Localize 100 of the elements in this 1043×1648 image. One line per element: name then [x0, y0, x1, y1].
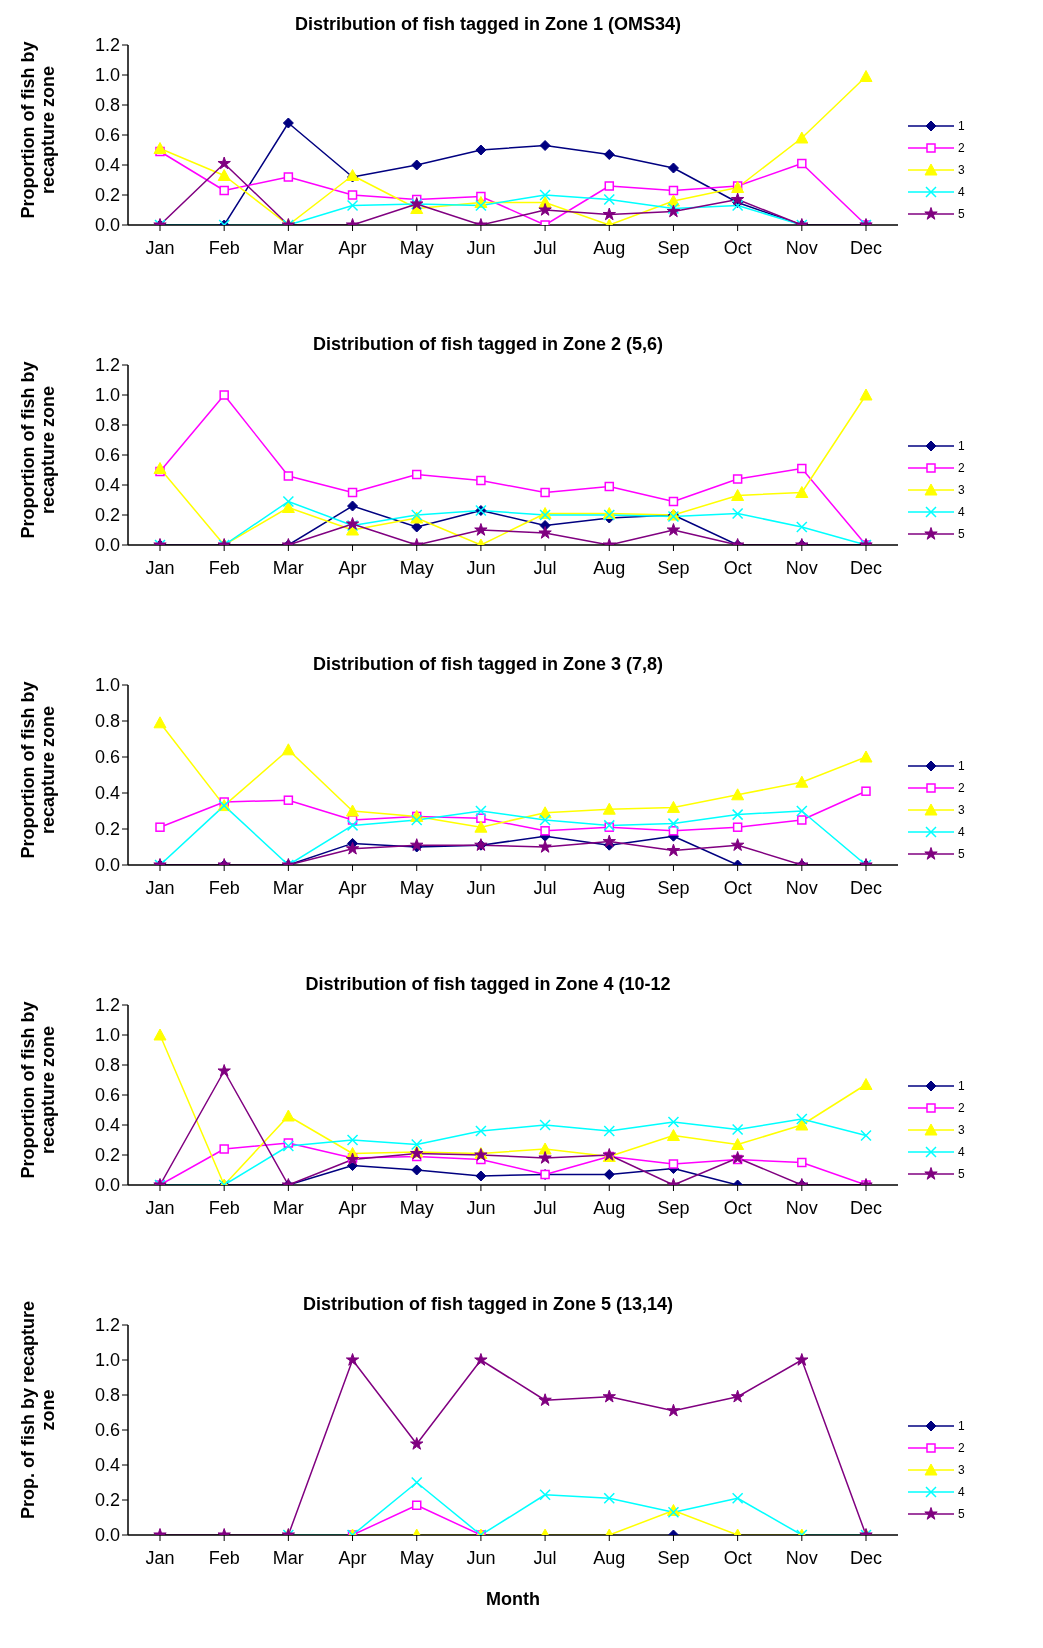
y-tick-label: 0.4	[94, 1455, 120, 1476]
x-tick-label: Sep	[657, 557, 690, 578]
x-tick-label: Mar	[272, 1197, 304, 1218]
x-tick-label: May	[399, 237, 434, 258]
y-tick-label: 0.0	[94, 535, 120, 556]
y-tick-label: 0.2	[94, 1490, 120, 1511]
x-tick-label: Jul	[533, 1547, 557, 1568]
x-tick-label: Aug	[593, 1547, 626, 1568]
x-tick-label: Apr	[338, 557, 367, 578]
y-tick-label: 0.4	[94, 155, 120, 176]
legend-label: 2	[958, 1441, 965, 1455]
legend-label: 1	[958, 439, 965, 453]
x-tick-label: Aug	[593, 1197, 626, 1218]
y-tick-label: 0.2	[94, 1145, 120, 1166]
y-tick-label: 0.4	[94, 1115, 120, 1136]
y-tick-label: 0.2	[94, 185, 120, 206]
legend-label: 3	[958, 1123, 965, 1137]
legend-label: 5	[958, 527, 965, 541]
x-tick-label: Oct	[723, 877, 752, 898]
legend-label: 1	[958, 119, 965, 133]
x-tick-label: Oct	[723, 1547, 752, 1568]
legend-label: 4	[958, 825, 965, 839]
x-tick-label: Nov	[785, 1547, 818, 1568]
legend-label: 5	[958, 207, 965, 221]
x-tick-label: Sep	[657, 1547, 690, 1568]
x-tick-label: Nov	[785, 877, 818, 898]
y-tick-label: 1.0	[94, 1350, 120, 1371]
y-tick-label: 0.8	[94, 1385, 120, 1406]
y-tick-label: 0.0	[94, 1175, 120, 1196]
x-tick-label: Apr	[338, 1547, 367, 1568]
x-tick-label: Jan	[145, 1547, 175, 1568]
y-tick-label: 0.8	[94, 95, 120, 116]
chart-title: Distribution of fish tagged in Zone 4 (10-12	[304, 973, 672, 995]
x-tick-label: Jun	[466, 1197, 496, 1218]
y-axis-title: Proportion of fish by recapture zone	[18, 1000, 58, 1181]
y-tick-label: 0.2	[94, 505, 120, 526]
x-tick-label: Dec	[849, 237, 883, 258]
y-tick-label: 1.2	[94, 35, 120, 56]
x-tick-label: May	[399, 877, 434, 898]
x-tick-label: Sep	[657, 237, 690, 258]
y-tick-label: 1.0	[94, 385, 120, 406]
x-tick-label: Jun	[466, 877, 496, 898]
x-tick-label: Dec	[849, 877, 883, 898]
x-tick-label: Oct	[723, 237, 752, 258]
y-tick-label: 0.0	[94, 215, 120, 236]
x-axis-title: Month	[486, 1589, 540, 1609]
x-tick-label: Jul	[533, 1197, 557, 1218]
x-tick-label: Mar	[272, 877, 304, 898]
legend-label: 4	[958, 505, 965, 519]
x-tick-label: May	[399, 1197, 434, 1218]
x-tick-label: Feb	[208, 877, 240, 898]
legend-label: 2	[958, 461, 965, 475]
legend-label: 2	[958, 141, 965, 155]
y-tick-label: 0.0	[94, 855, 120, 876]
x-tick-label: May	[399, 1547, 434, 1568]
y-tick-label: 0.2	[94, 819, 120, 840]
x-tick-label: Dec	[849, 557, 883, 578]
y-tick-label: 1.0	[94, 675, 120, 696]
x-tick-label: Feb	[208, 1547, 240, 1568]
y-tick-label: 1.0	[94, 1025, 120, 1046]
legend-label: 4	[958, 185, 965, 199]
x-tick-label: Nov	[785, 1197, 818, 1218]
x-tick-label: Mar	[272, 237, 304, 258]
y-tick-label: 0.6	[94, 445, 120, 466]
chart-title: Distribution of fish tagged in Zone 3 (7,8)	[312, 653, 664, 675]
x-tick-label: Feb	[208, 237, 240, 258]
x-tick-label: Aug	[593, 557, 626, 578]
y-tick-label: 0.8	[94, 1055, 120, 1076]
legend-label: 2	[958, 1101, 965, 1115]
x-tick-label: Feb	[208, 557, 240, 578]
legend-label: 3	[958, 1463, 965, 1477]
y-axis-title: Proportion of fish by recapture zone	[18, 360, 58, 541]
legend-label: 1	[958, 759, 965, 773]
x-tick-label: Jun	[466, 557, 496, 578]
legend-label: 5	[958, 847, 965, 861]
legend-label: 5	[958, 1507, 965, 1521]
x-tick-label: Jul	[533, 237, 557, 258]
legend-label: 3	[958, 803, 965, 817]
x-tick-label: Oct	[723, 557, 752, 578]
x-tick-label: Mar	[272, 1547, 304, 1568]
x-tick-label: Aug	[593, 877, 626, 898]
legend-label: 3	[958, 483, 965, 497]
y-tick-label: 1.2	[94, 995, 120, 1016]
legend-label: 1	[958, 1419, 965, 1433]
y-tick-label: 0.4	[94, 475, 120, 496]
x-tick-label: Feb	[208, 1197, 240, 1218]
x-tick-label: Jun	[466, 237, 496, 258]
x-tick-label: Jan	[145, 877, 175, 898]
x-tick-label: Aug	[593, 237, 626, 258]
y-tick-label: 0.8	[94, 415, 120, 436]
y-axis-title: Proportion of fish by recapture zone	[18, 40, 58, 221]
legend-label: 4	[958, 1485, 965, 1499]
x-tick-label: May	[399, 557, 434, 578]
y-tick-label: 0.6	[94, 747, 120, 768]
chart-title: Distribution of fish tagged in Zone 1 (OMS34)	[294, 13, 682, 35]
y-tick-label: 1.2	[94, 355, 120, 376]
chart-title: Distribution of fish tagged in Zone 5 (13,14)	[302, 1294, 674, 1314]
x-tick-label: Jan	[145, 1197, 175, 1218]
y-tick-label: 1.2	[94, 1315, 120, 1336]
x-tick-label: Apr	[338, 877, 367, 898]
